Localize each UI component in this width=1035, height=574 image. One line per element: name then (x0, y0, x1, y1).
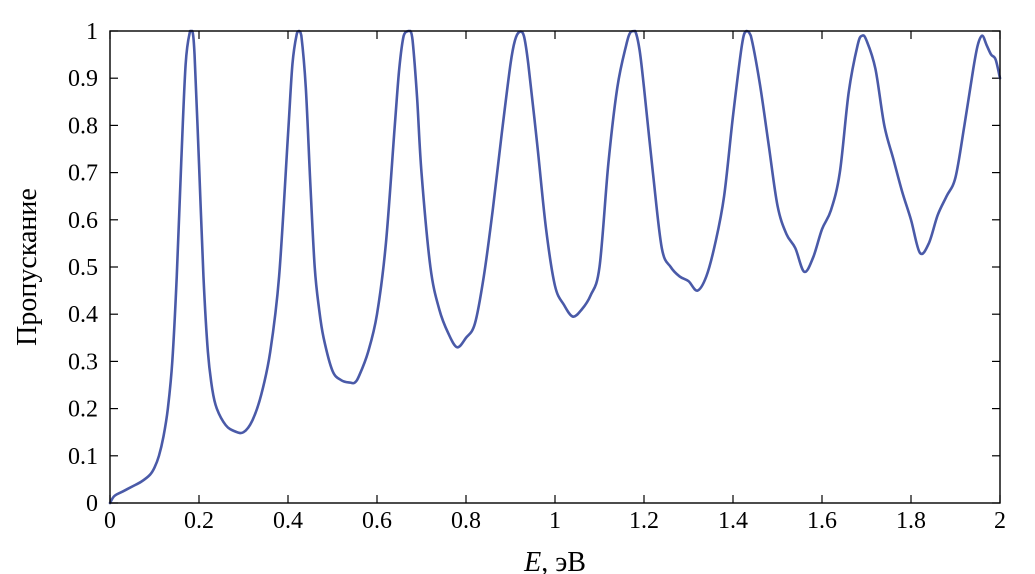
x-tick-label: 2 (994, 508, 1006, 534)
y-tick-label: 0.6 (68, 208, 98, 234)
x-tick-label: 1.2 (629, 508, 659, 534)
y-tick-label: 1 (86, 19, 98, 45)
y-tick-label: 0.9 (68, 66, 98, 92)
x-axis-symbol: E (523, 547, 541, 574)
x-tick-label: 1.4 (718, 508, 748, 534)
plot-frame (109, 30, 1001, 504)
y-tick-label: 0.7 (68, 161, 98, 187)
y-tick-label: 0.4 (68, 302, 98, 328)
x-tick-label: 0.2 (184, 508, 214, 534)
x-axis-title: E, эВ (523, 547, 586, 574)
transmission-line (108, 29, 1002, 505)
y-tick-label: 0.2 (68, 397, 98, 423)
x-tick-label: 0 (104, 508, 116, 534)
x-tick-label: 0.4 (273, 508, 303, 534)
y-tick-label: 0.5 (68, 255, 98, 281)
y-tick-label: 0.1 (68, 444, 98, 470)
x-tick-label: 1 (549, 508, 561, 534)
tick-labels-layer: 0 0.2 0.4 0.6 0.8 1 1.2 1.4 1.6 1.8 2 0 0.1 0.2 0.3 0.4… (68, 19, 1006, 534)
x-tick-label: 0.8 (451, 508, 481, 534)
y-tick-label: 0 (86, 491, 98, 517)
x-tick-label: 1.6 (807, 508, 837, 534)
x-tick-label: 1.8 (896, 508, 926, 534)
series-layer (108, 29, 1002, 505)
x-tick-label: 0.6 (362, 508, 392, 534)
y-tick-label: 0.8 (68, 113, 98, 139)
x-axis-unit: , эВ (541, 547, 586, 574)
y-axis-title: Пропускание (12, 188, 43, 346)
y-tick-label: 0.3 (68, 349, 98, 375)
